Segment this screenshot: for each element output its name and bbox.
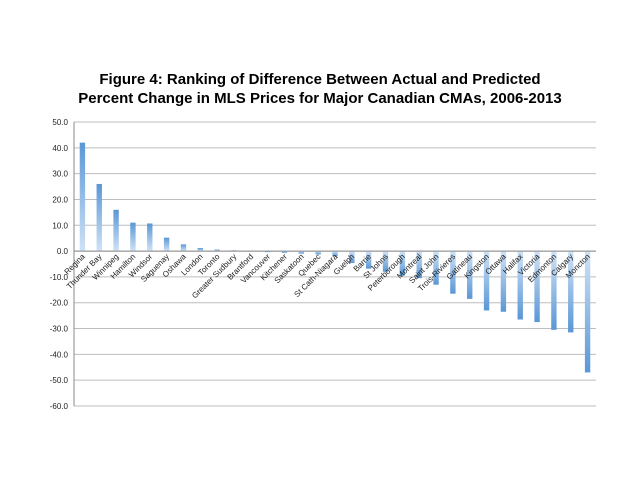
- bar-gatineau: [467, 251, 473, 299]
- bar-london: [197, 247, 203, 252]
- y-tick-label: 20.0: [52, 195, 68, 204]
- bar-saint-john: [433, 251, 439, 285]
- bar-quebec: [315, 251, 321, 255]
- bar-windsor: [147, 223, 153, 252]
- chart-title-line-1: Figure 4: Ranking of Difference Between …: [99, 71, 541, 88]
- chart-title-line-2: Percent Change in MLS Prices for Major C…: [78, 90, 562, 107]
- y-tick-label: -60.0: [50, 402, 69, 411]
- bar-montreal: [416, 251, 422, 279]
- axes: [73, 122, 596, 406]
- bar-trois-rivieres: [450, 251, 456, 294]
- bar-guelph: [349, 251, 355, 263]
- bar-st-cath-niagara: [332, 251, 338, 257]
- y-axis-ticks: 50.0 40.0 30.0 20.0 10.0 0.0 -10.0 -20.0 -30.0 -4…: [50, 118, 69, 411]
- y-tick-label: -10.0: [50, 273, 69, 282]
- bar-calgary: [568, 251, 574, 333]
- y-tick-label: -40.0: [50, 350, 69, 359]
- bar-toronto: [214, 249, 220, 252]
- bar-winnipeg: [113, 209, 119, 252]
- bar-edmonton: [551, 251, 557, 330]
- bar-saguenay: [163, 237, 170, 252]
- y-tick-label: 10.0: [52, 221, 68, 230]
- bar-moncton: [584, 251, 591, 373]
- y-tick-label: -30.0: [50, 325, 69, 334]
- y-tick-label: 40.0: [52, 144, 68, 153]
- gridlines: [74, 121, 596, 407]
- bar-thunder-bay: [96, 183, 102, 252]
- chart-title: Figure 4: Ranking of Difference Between …: [0, 70, 640, 108]
- bar-ottawa: [500, 251, 507, 312]
- bar-victoria: [534, 251, 540, 323]
- y-tick-label: -20.0: [50, 299, 69, 308]
- bar-barrie: [365, 251, 372, 269]
- bar-saskatoon: [298, 251, 305, 254]
- bar-kingston: [483, 251, 490, 311]
- bar-halifax: [517, 251, 523, 320]
- y-tick-label: -50.0: [50, 376, 69, 385]
- y-tick-label: 0.0: [57, 247, 69, 256]
- bar-oshawa: [180, 244, 187, 252]
- y-tick-label: 30.0: [52, 170, 68, 179]
- bar-st-johns: [382, 251, 389, 272]
- bar-peterborough: [399, 251, 406, 276]
- bar-kitchener: [281, 251, 288, 253]
- y-tick-label: 50.0: [52, 118, 68, 127]
- bar-regina: [79, 142, 86, 252]
- bar-hamilton: [130, 222, 136, 252]
- bar-vancouver: [264, 251, 271, 253]
- bars: [79, 142, 591, 373]
